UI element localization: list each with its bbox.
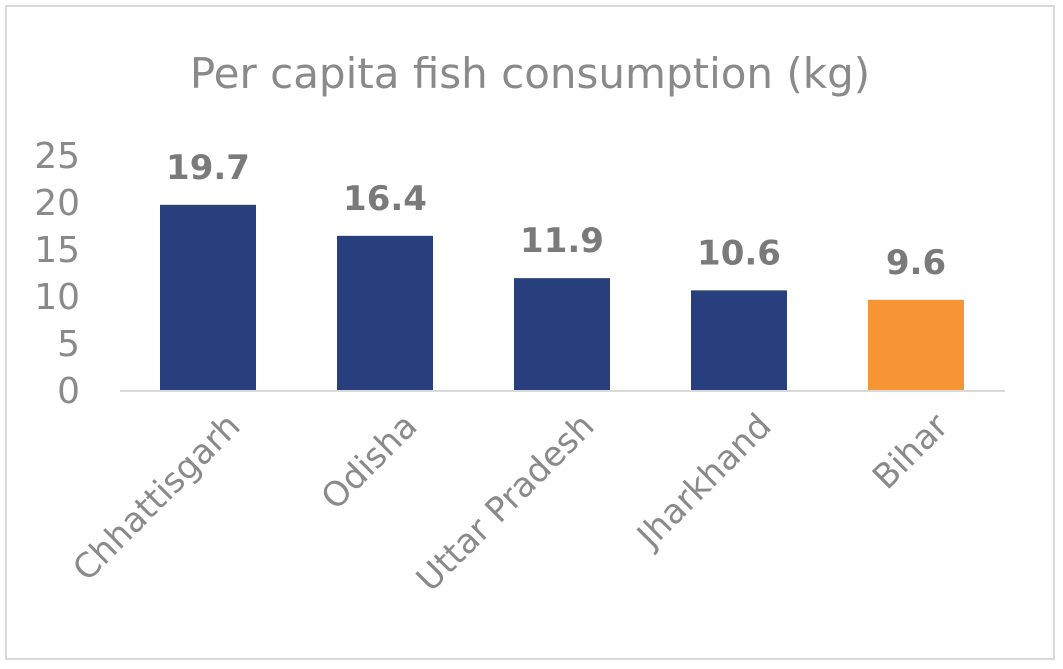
bar-jharkhand <box>691 290 787 390</box>
bar-bihar <box>868 299 964 390</box>
data-label: 16.4 <box>343 179 427 219</box>
y-tick-label: 10 <box>34 277 80 318</box>
x-tick-label: Chhattisgarh <box>65 406 248 589</box>
data-label: 19.7 <box>166 148 250 188</box>
x-tick-label: Odisha <box>314 406 426 518</box>
x-tick-label: Uttar Pradesh <box>409 406 603 600</box>
data-label: 11.9 <box>520 221 604 261</box>
y-tick-label: 5 <box>57 324 80 365</box>
y-tick-label: 0 <box>57 371 80 412</box>
chart-frame <box>5 5 1055 660</box>
y-tick-label: 15 <box>34 230 80 271</box>
x-tick-label: Jharkhand <box>628 406 779 557</box>
data-label: 9.6 <box>886 243 946 283</box>
x-tick-label: Bihar <box>865 406 956 497</box>
chart-title: Per capita fish consumption (kg) <box>190 49 870 98</box>
bar-odisha <box>337 235 433 390</box>
y-tick-label: 20 <box>34 183 80 224</box>
bar-chhattisgarh <box>160 204 256 390</box>
data-label: 10.6 <box>697 233 781 273</box>
bar-uttar-pradesh <box>514 278 610 390</box>
y-tick-label: 25 <box>34 136 80 177</box>
